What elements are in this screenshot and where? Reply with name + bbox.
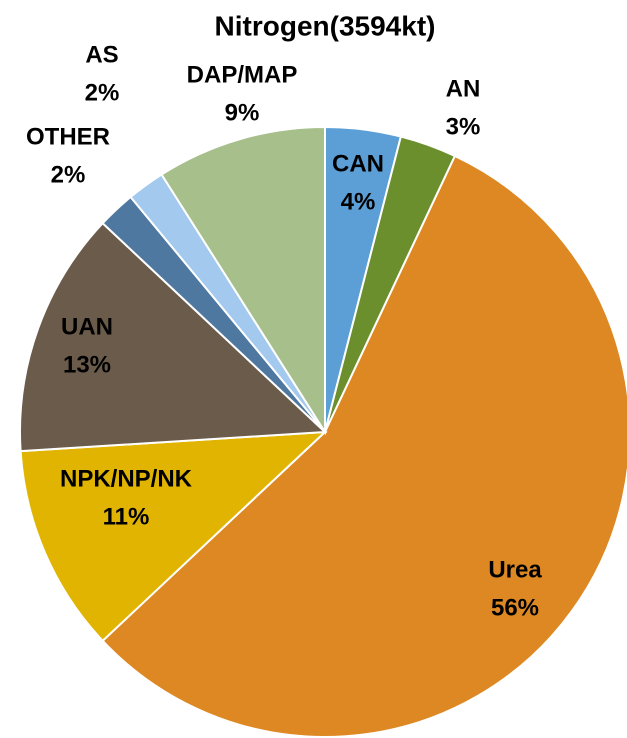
slice-label: UAN [61,313,113,340]
pie-slice [101,154,627,738]
slice-value-label: 3% [446,113,481,140]
slice-value-label: 11% [103,503,150,530]
slice-label: CAN [332,150,384,177]
slice-label: Urea [488,556,542,583]
slice-value-label: 4% [341,188,376,215]
pie-slice [19,430,328,643]
pie-slice [160,125,326,436]
slice-label: DAP/MAP [187,61,298,88]
slice-label: AS [85,41,118,68]
slice-value-label: 9% [225,99,260,126]
slice-value-label: 56% [491,594,539,621]
pie-slice [19,221,328,453]
slice-label: OTHER [26,123,110,150]
chart-title: Nitrogen(3594kt) [215,10,436,41]
slice-value-label: 2% [51,161,86,188]
slice-value-label: 13% [63,351,111,378]
slice-label: AN [446,75,481,102]
slice-value-label: 2% [85,79,120,106]
slice-label: NPK/NP/NK [60,465,193,492]
